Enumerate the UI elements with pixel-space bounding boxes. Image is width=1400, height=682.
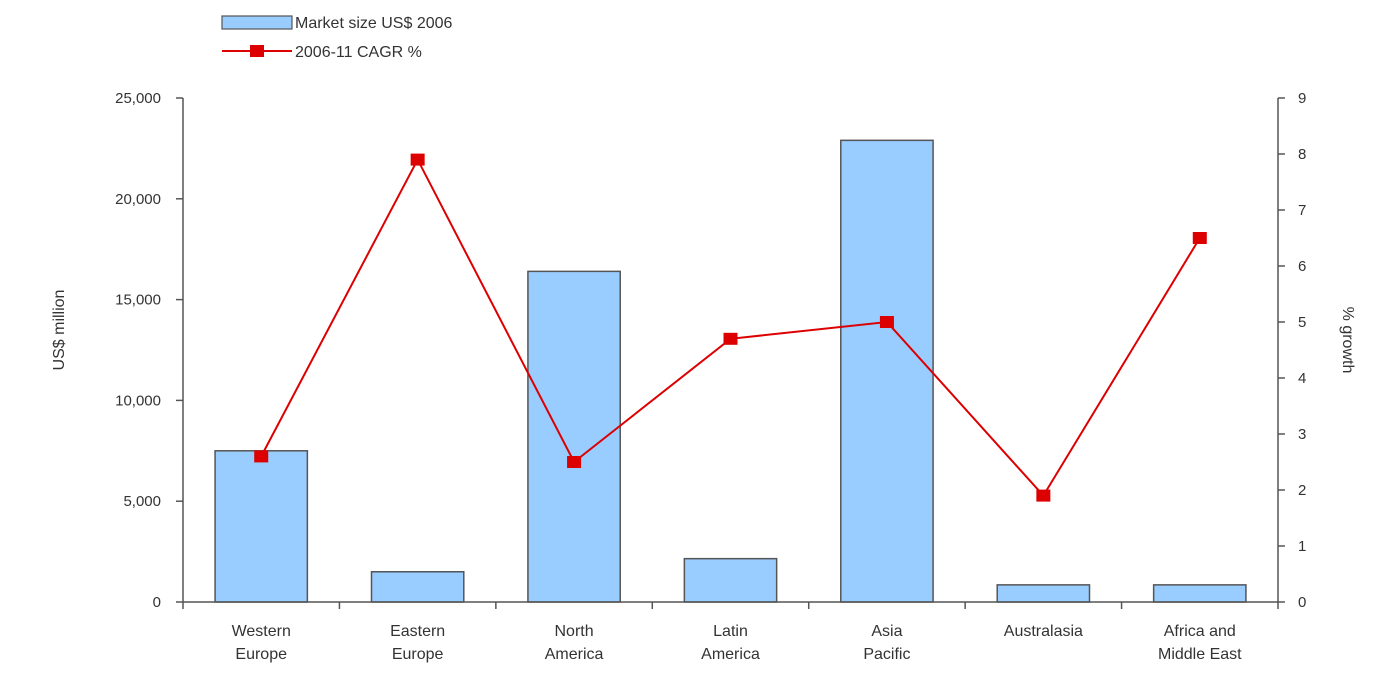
cagr-point-3 [723,332,738,345]
right-tick-label-3: 3 [1298,426,1306,443]
category-label-6-0: Africa and [1164,623,1236,640]
category-label-1-0: Eastern [390,623,445,640]
cagr-point-5 [1036,489,1051,502]
left-tick-label-1: 5,000 [123,493,161,510]
category-label-5-0: Australasia [1004,623,1083,640]
bar-series [214,139,1247,603]
bar-6 [1152,584,1247,603]
category-label-1-1: Europe [392,646,444,663]
left-tick-label-0: 0 [153,594,161,611]
legend: Market size US$ 2006 2006-11 CAGR % [221,15,453,61]
category-label-4-1: Pacific [863,646,910,663]
line-series [254,153,1207,502]
category-label-2-0: North [555,623,594,640]
right-tick-label-9: 9 [1298,90,1306,107]
cagr-point-4 [879,316,894,328]
category-label-0-1: Europe [235,646,287,663]
right-tick-label-2: 2 [1298,482,1306,499]
category-label-0-0: Western [232,623,291,640]
left-tick-label-5: 25,000 [115,90,161,107]
legend-bar-swatch [221,15,293,30]
bar-0 [214,450,309,603]
bar-1 [370,571,465,603]
right-tick-label-8: 8 [1298,146,1306,163]
bar-4 [840,139,934,603]
legend-line-marker [250,45,264,57]
cagr-point-0 [254,450,269,463]
right-tick-label-4: 4 [1298,370,1306,387]
category-label-3-1: America [701,646,760,663]
axes [176,97,1285,609]
left-tick-label-4: 20,000 [115,191,161,208]
right-tick-label-0: 0 [1298,594,1306,611]
cagr-point-1 [410,153,425,166]
category-label-2-1: America [545,646,604,663]
y2-axis-title: % growth [1339,307,1356,374]
right-tick-label-1: 1 [1298,538,1306,555]
category-label-4-0: Asia [871,623,902,640]
legend-bar-label: Market size US$ 2006 [295,15,453,32]
bar-5 [996,584,1091,603]
cagr-line [260,157,1201,498]
cagr-point-2 [567,456,582,468]
right-tick-label-5: 5 [1298,314,1306,331]
cagr-point-6 [1192,232,1207,244]
category-label-3-0: Latin [713,623,748,640]
left-tick-label-2: 10,000 [115,392,161,409]
left-tick-label-3: 15,000 [115,292,161,309]
bar-3 [683,557,778,603]
y-axis-title: US$ million [51,290,68,371]
axis-labels: 0 5,000 10,000 15,000 20,000 25,000 0 1 2 3 4 5 6 7 8 9… [51,90,1356,663]
category-label-6-1: Middle East [1158,646,1242,663]
legend-line-label: 2006-11 CAGR % [295,44,422,61]
right-tick-label-7: 7 [1298,202,1306,219]
right-tick-label-6: 6 [1298,258,1306,275]
